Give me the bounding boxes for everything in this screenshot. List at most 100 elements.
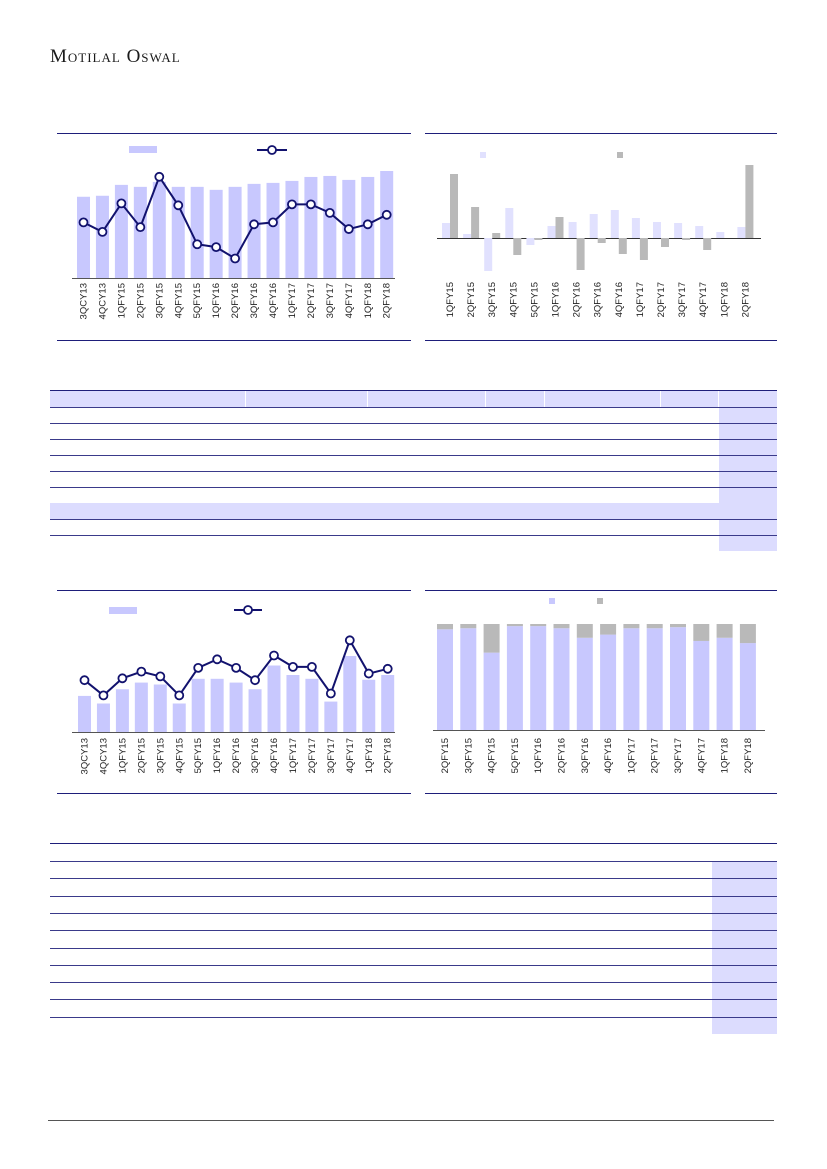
column-separator [485, 390, 486, 407]
x-tick-label: 3QFY15 [154, 283, 165, 318]
bar [77, 196, 90, 278]
x-tick-label: 4QFY16 [268, 283, 279, 318]
bar [133, 186, 147, 278]
x-tick-label: 3QFY17 [326, 738, 337, 773]
x-tick-label: 3QFY15 [487, 282, 498, 317]
bar-series-1 [674, 223, 683, 238]
bar-series-1 [693, 640, 710, 730]
table-row [50, 519, 777, 520]
x-tick-label: 1QFY18 [363, 283, 374, 318]
x-tick-label: 5QFY15 [193, 738, 204, 773]
table-row [50, 535, 777, 536]
x-tick-label: 2QFY15 [136, 738, 147, 773]
bar-series-2 [639, 238, 648, 260]
bar-series-1 [623, 628, 640, 730]
column-separator [367, 390, 368, 407]
x-tick-label: 2QFY17 [650, 738, 661, 773]
x-tick-label: 4QFY17 [345, 738, 356, 773]
bar [229, 682, 243, 732]
bar-series-1 [695, 226, 704, 238]
line-point [154, 171, 165, 182]
table-row [50, 1016, 777, 1018]
x-tick-label: 1QFY15 [116, 283, 127, 318]
x-tick-label: 1QFY17 [626, 738, 637, 773]
table-row [50, 999, 777, 1001]
line-point [230, 253, 241, 264]
company-logo: Motilal Oswal [50, 46, 181, 67]
line-point [155, 671, 166, 682]
bar-series-2 [450, 174, 458, 238]
bar [153, 684, 167, 732]
x-tick-label: 2QFY17 [307, 738, 318, 773]
x-tick-label: 3QFY15 [463, 738, 474, 773]
line-point [268, 217, 278, 228]
bar-series-2 [682, 238, 691, 240]
bar-series-2 [576, 238, 585, 270]
bar-series-1 [716, 637, 733, 730]
line-point [97, 227, 108, 237]
bar-series-2 [513, 238, 522, 255]
bar-series-1 [653, 222, 661, 238]
bar-series-2 [483, 624, 500, 653]
bar-series-1 [553, 628, 570, 730]
bar-series-2 [646, 624, 663, 629]
bar-series-2 [506, 624, 523, 627]
x-tick-label: 3QFY16 [580, 738, 591, 773]
bar-series-2 [534, 238, 543, 240]
table-row [50, 878, 777, 880]
table-row [50, 487, 777, 488]
line-point [136, 666, 147, 677]
x-tick-label: 1QFY16 [212, 738, 223, 773]
bar-series-2 [716, 624, 733, 638]
bar-series-2 [492, 233, 501, 238]
bar-series-1 [547, 226, 556, 238]
table-header-row [50, 390, 777, 407]
table-row [50, 930, 777, 932]
line-point [117, 673, 128, 684]
x-tick-label: 2QFY16 [557, 738, 568, 773]
table-top-rule [50, 390, 777, 391]
legend-swatch-2 [617, 152, 623, 158]
x-tick-label: 1QFY17 [635, 282, 646, 317]
x-tick-label: 4QFY16 [603, 738, 614, 773]
bar-series-1 [716, 232, 725, 238]
chart-1-svg: 3QCY13 4QCY13 1QFY15 2QFY15 3QFY15 4QFY15 5QFY… [57, 133, 411, 341]
legend-swatch-2 [597, 598, 603, 604]
bar-series-1 [483, 652, 500, 730]
legend-swatch-bar [129, 146, 157, 153]
bar-series-1 [610, 210, 619, 238]
bar [134, 682, 148, 732]
bar [95, 195, 109, 278]
bar [381, 675, 395, 732]
bar [248, 689, 262, 732]
bar [285, 180, 299, 278]
table-row [50, 407, 777, 408]
bar [115, 689, 129, 732]
x-tick-label: 1QFY16 [551, 282, 562, 317]
chart-2-svg: 1QFY15 2QFY15 3QFY15 4QFY15 5QFY15 1QFY16 2QFY… [425, 133, 777, 341]
bar-series-1 [484, 238, 493, 271]
table-row [50, 455, 777, 456]
bar-series-1 [442, 223, 450, 238]
x-tick-label: 4QFY16 [269, 738, 280, 773]
bar-series-2 [471, 207, 480, 238]
line-point [250, 675, 260, 686]
line-point [173, 200, 184, 211]
x-tick-label: 4QFY17 [696, 738, 707, 773]
footer-rule [48, 1120, 774, 1121]
bar-series-1 [506, 626, 523, 730]
bar [209, 189, 223, 278]
x-tick-label: 1QFY16 [533, 738, 544, 773]
bar-series-2 [623, 624, 640, 629]
bar-series-2 [597, 238, 606, 243]
bar-series-2 [670, 624, 686, 628]
bar-series-2 [460, 624, 477, 629]
bar-series-2 [739, 624, 756, 644]
bar [210, 678, 224, 732]
bar-series-2 [437, 624, 453, 630]
x-tick-label: 3QFY16 [593, 282, 604, 317]
x-tick-label: 3QFY16 [249, 283, 260, 318]
line-point [135, 222, 146, 233]
x-tick-label: 1QFY18 [364, 738, 375, 773]
bar-series-1 [739, 643, 756, 730]
